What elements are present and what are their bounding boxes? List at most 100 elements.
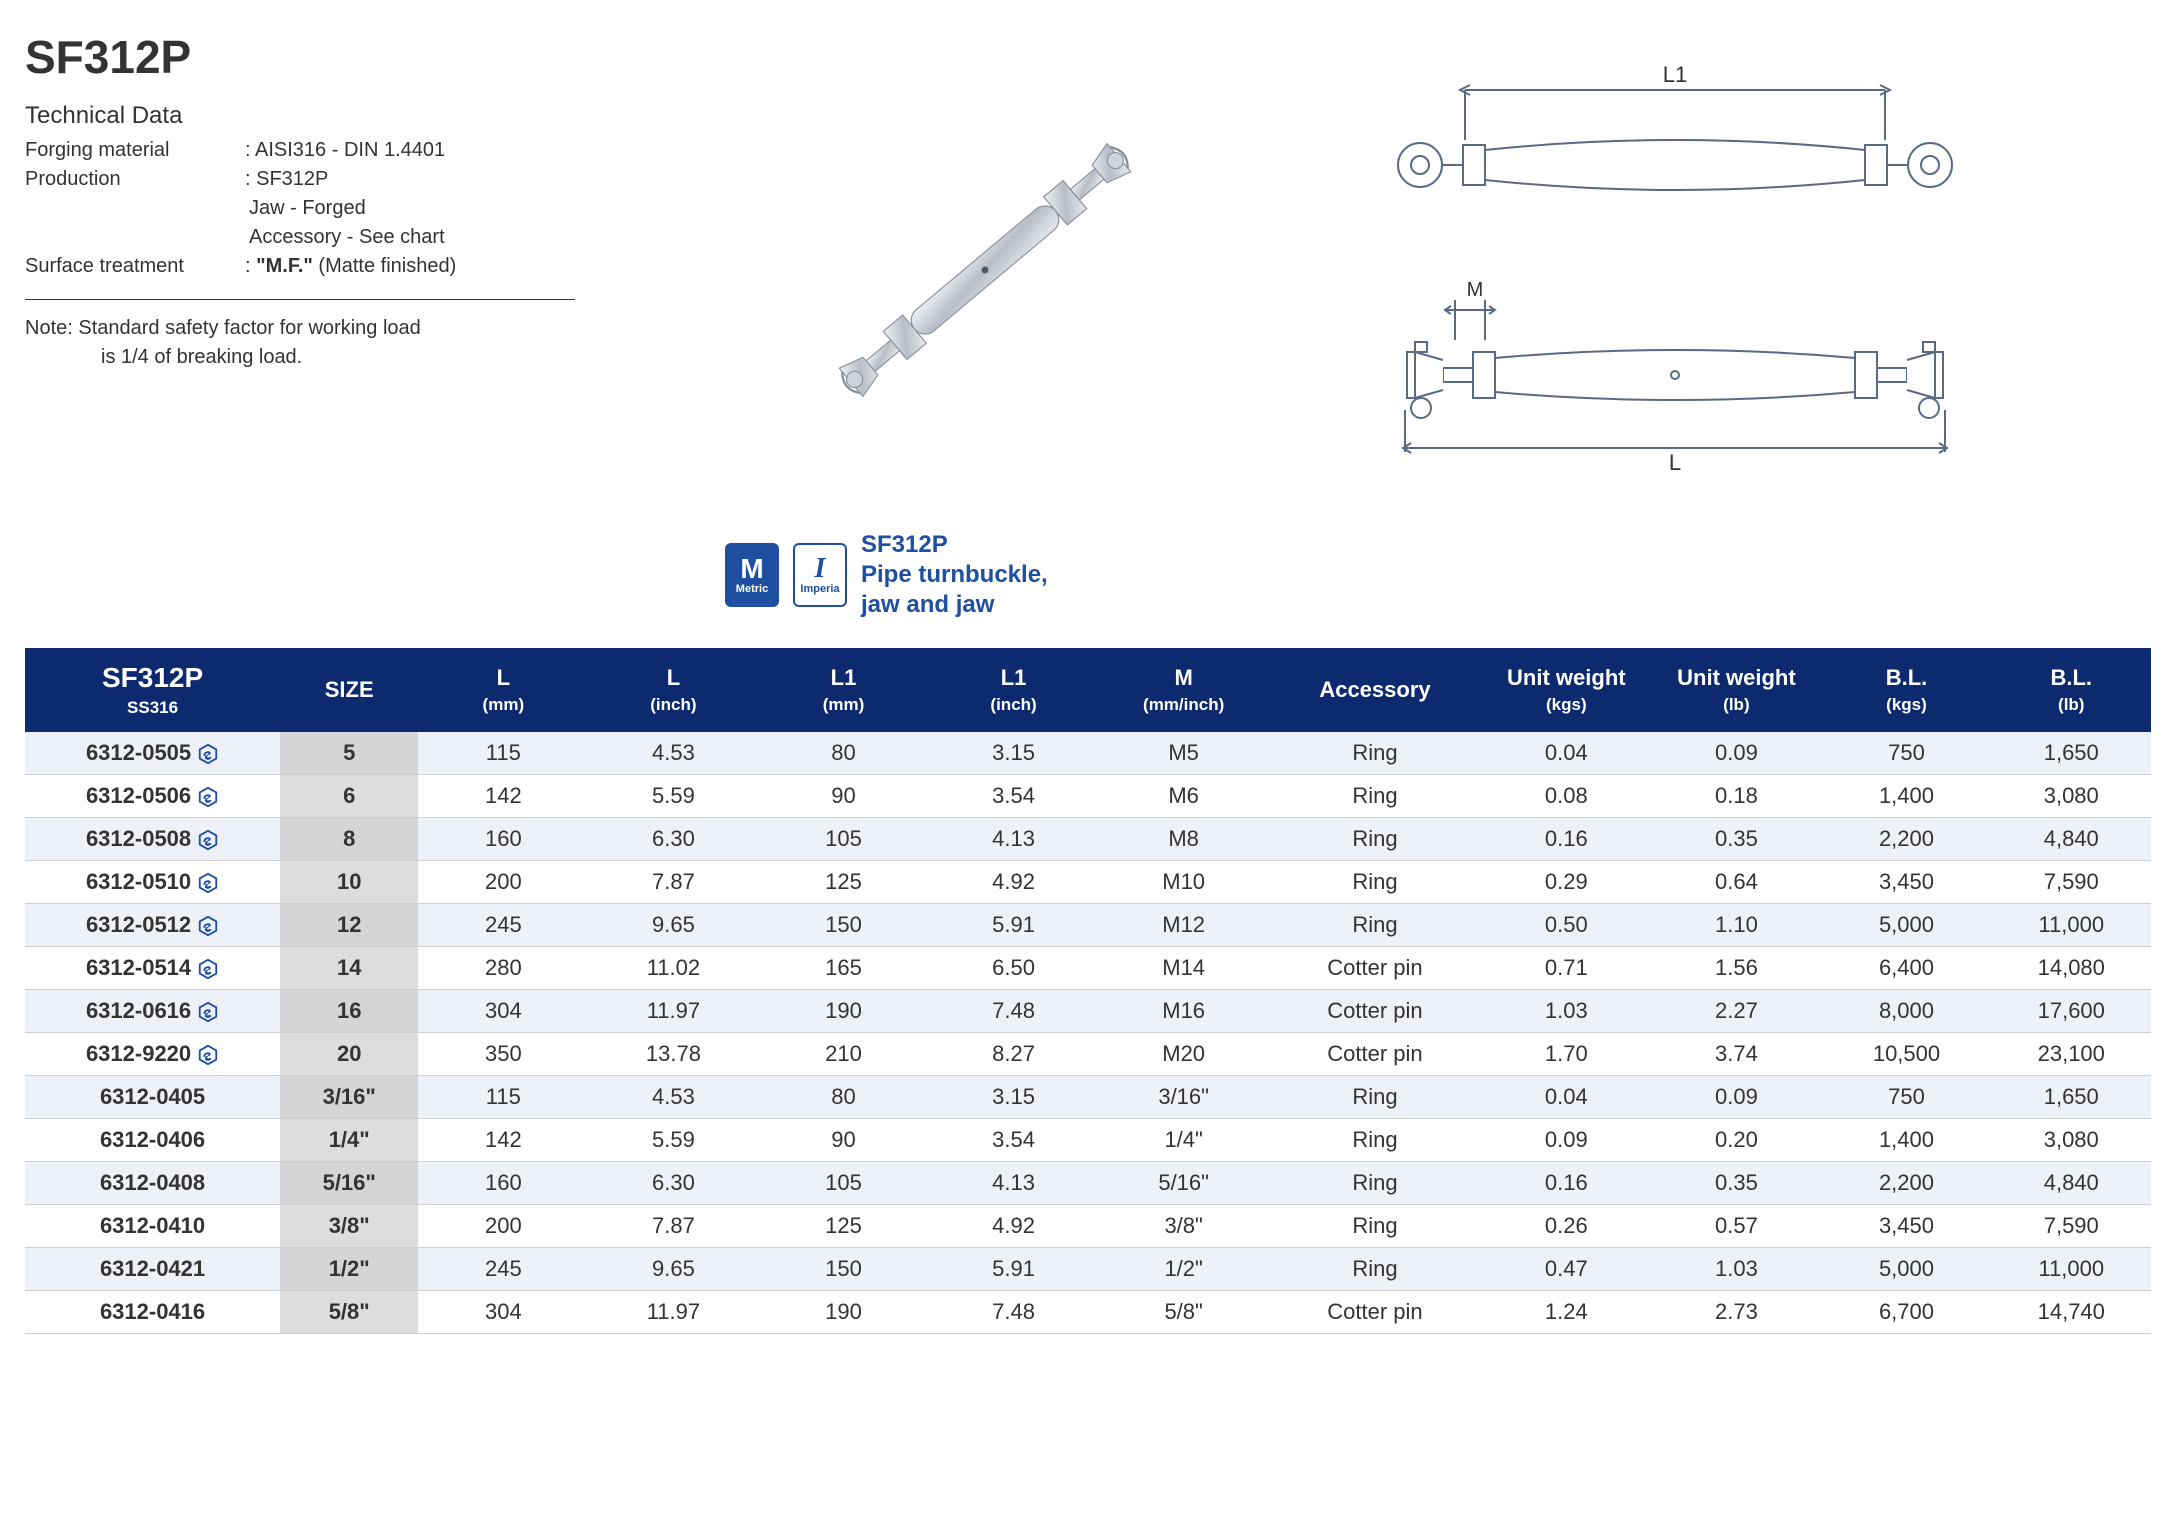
column-header: Accessory (1269, 648, 1482, 732)
size-cell: 10 (280, 861, 418, 904)
spec-value: : "M.F." (Matte finished) (245, 252, 645, 281)
data-cell: 7.48 (929, 1291, 1099, 1334)
data-cell: 2.27 (1651, 990, 1821, 1033)
data-cell: 14,740 (1992, 1291, 2151, 1334)
column-header: M(mm/inch) (1099, 648, 1269, 732)
data-cell: 7.48 (929, 990, 1099, 1033)
column-subheader: (mm) (424, 695, 582, 715)
data-cell: 11.02 (588, 947, 758, 990)
badge-letter: I (815, 555, 826, 583)
data-cell: Ring (1269, 1248, 1482, 1291)
data-cell: M20 (1099, 1033, 1269, 1076)
column-subheader: (mm) (764, 695, 922, 715)
data-cell: 5/16" (1099, 1162, 1269, 1205)
data-cell: 160 (418, 818, 588, 861)
size-cell: 5/16" (280, 1162, 418, 1205)
table-row: 6312-04053/16"1154.53803.153/16"Ring0.04… (25, 1076, 2151, 1119)
data-cell: 4.13 (929, 1162, 1099, 1205)
data-cell: 105 (758, 818, 928, 861)
model-cell: 6312-0421 (25, 1248, 280, 1291)
size-cell: 3/8" (280, 1205, 418, 1248)
stock-icon (197, 743, 219, 765)
data-cell: 0.09 (1481, 1119, 1651, 1162)
product-label-line1: SF312P (861, 530, 1048, 560)
table-row: 6312-0512122459.651505.91M12Ring0.501.10… (25, 904, 2151, 947)
table-body: 6312-050551154.53803.15M5Ring0.040.09750… (25, 732, 2151, 1334)
model-cell: 6312-0512 (25, 904, 280, 947)
note-text1: Standard safety factor for working load (73, 317, 421, 339)
table-row: 6312-05141428011.021656.50M14Cotter pin0… (25, 947, 2151, 990)
data-cell: 4.53 (588, 732, 758, 775)
data-cell: 1,400 (1821, 1119, 1991, 1162)
data-cell: 0.71 (1481, 947, 1651, 990)
model-cell: 6312-0408 (25, 1162, 280, 1205)
column-header: Unit weight(kgs) (1481, 648, 1651, 732)
diagram-top-view: L1 (1325, 60, 2025, 230)
data-cell: Ring (1269, 732, 1482, 775)
note-prefix: Note: (25, 317, 73, 339)
data-cell: 80 (758, 732, 928, 775)
data-cell: 3/8" (1099, 1205, 1269, 1248)
data-cell: Ring (1269, 1205, 1482, 1248)
data-cell: 4,840 (1992, 818, 2151, 861)
table-row: 6312-92202035013.782108.27M20Cotter pin1… (25, 1033, 2151, 1076)
data-cell: 7.87 (588, 1205, 758, 1248)
data-cell: 3.15 (929, 732, 1099, 775)
data-cell: 6.50 (929, 947, 1099, 990)
spec-surface: Surface treatment : "M.F." (Matte finish… (25, 252, 645, 281)
engineering-diagrams: L1 (1325, 30, 2025, 510)
stock-icon (197, 1044, 219, 1066)
table-row: 6312-04211/2"2459.651505.911/2"Ring0.471… (25, 1248, 2151, 1291)
table-row: 6312-050661425.59903.54M6Ring0.080.181,4… (25, 775, 2151, 818)
data-cell: Ring (1269, 775, 1482, 818)
table-row: 6312-06161630411.971907.48M16Cotter pin1… (25, 990, 2151, 1033)
model-cell: 6312-0405 (25, 1076, 280, 1119)
turnbuckle-photo-icon (725, 40, 1245, 500)
data-cell: 280 (418, 947, 588, 990)
data-cell: 1.03 (1481, 990, 1651, 1033)
data-cell: 23,100 (1992, 1033, 2151, 1076)
data-cell: 150 (758, 904, 928, 947)
column-subheader: (lb) (1998, 695, 2145, 715)
data-cell: 5,000 (1821, 1248, 1991, 1291)
table-row: 6312-0510102007.871254.92M10Ring0.290.64… (25, 861, 2151, 904)
data-cell: 115 (418, 732, 588, 775)
data-cell: 750 (1821, 732, 1991, 775)
data-cell: 2,200 (1821, 818, 1991, 861)
data-cell: 5,000 (1821, 904, 1991, 947)
column-header: SF312PSS316 (25, 648, 280, 732)
data-cell: 6.30 (588, 818, 758, 861)
spec-production-line3: Accessory - See chart (249, 223, 645, 252)
model-cell: 6312-0406 (25, 1119, 280, 1162)
table-header: SF312PSS316SIZEL(mm)L(inch)L1(mm)L1(inch… (25, 648, 2151, 732)
column-subheader: (inch) (594, 695, 752, 715)
data-cell: 3,080 (1992, 775, 2151, 818)
spec-label: Forging material (25, 136, 245, 165)
data-cell: 304 (418, 990, 588, 1033)
spec-forging: Forging material : AISI316 - DIN 1.4401 (25, 136, 645, 165)
dim-label-M: M (1467, 280, 1484, 301)
data-cell: 0.57 (1651, 1205, 1821, 1248)
spec-table: SF312PSS316SIZEL(mm)L(inch)L1(mm)L1(inch… (25, 648, 2151, 1334)
spec-production: Production : SF312P (25, 165, 645, 194)
technical-heading: Technical Data (25, 102, 645, 130)
data-cell: 0.16 (1481, 818, 1651, 861)
table-row: 6312-050551154.53803.15M5Ring0.040.09750… (25, 732, 2151, 775)
data-cell: 2.73 (1651, 1291, 1821, 1334)
table-row: 6312-04165/8"30411.971907.485/8"Cotter p… (25, 1291, 2151, 1334)
data-cell: Ring (1269, 1076, 1482, 1119)
data-cell: M12 (1099, 904, 1269, 947)
note-line1: Note: Standard safety factor for working… (25, 314, 645, 343)
badge-caption: Imperia (800, 583, 839, 595)
data-cell: 4.53 (588, 1076, 758, 1119)
data-cell: 5.91 (929, 1248, 1099, 1291)
model-cell: 6312-0410 (25, 1205, 280, 1248)
data-cell: Ring (1269, 818, 1482, 861)
data-cell: 9.65 (588, 1248, 758, 1291)
data-cell: 1.03 (1651, 1248, 1821, 1291)
data-cell: 90 (758, 775, 928, 818)
data-cell: 0.47 (1481, 1248, 1651, 1291)
data-cell: 0.16 (1481, 1162, 1651, 1205)
size-cell: 8 (280, 818, 418, 861)
surface-prefix: : (245, 255, 256, 277)
